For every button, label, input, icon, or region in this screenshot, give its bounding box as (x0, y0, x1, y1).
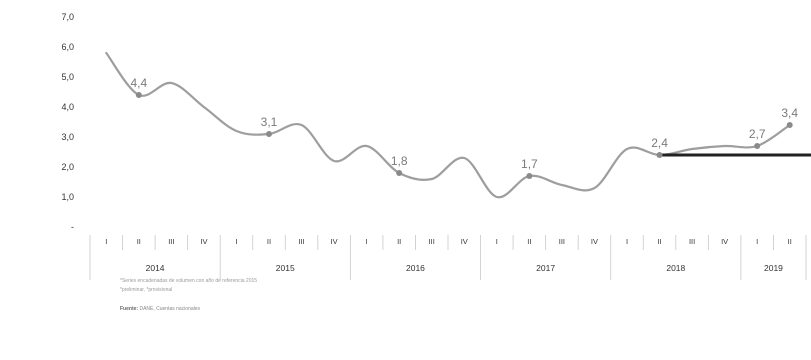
data-label: 1,7 (521, 157, 538, 171)
data-label: 4,4 (130, 76, 147, 90)
y-tick-label: - (71, 222, 74, 232)
data-label: 2,4 (651, 136, 668, 150)
y-tick-label: 3,0 (61, 132, 74, 142)
footnote-preliminary: *preliminar, *provisional (120, 287, 173, 293)
x-tick-quarter: I (105, 237, 107, 246)
x-tick-quarter: II (657, 237, 661, 246)
x-tick-year: 2016 (406, 263, 425, 273)
data-point (396, 170, 403, 176)
x-tick-quarter: I (235, 237, 237, 246)
x-tick-quarter: III (559, 237, 565, 246)
data-labels: 4,4 3,1 1,8 1,7 2,4 2,7 3,4 (130, 76, 798, 171)
x-tick-quarter: I (496, 237, 498, 246)
data-point (526, 173, 533, 179)
series-line (105, 51, 791, 199)
x-tick-quarter: III (298, 237, 304, 246)
data-point (786, 122, 793, 128)
data-point (135, 92, 142, 98)
x-tick-quarter: II (137, 237, 141, 246)
y-tick-label: 6,0 (61, 42, 74, 52)
x-tick-year: 2017 (536, 263, 555, 273)
data-point (754, 143, 761, 149)
y-tick-label: 7,0 (61, 12, 74, 22)
x-axis: I II III IV I II III IV I II III IV I II III IV I II III IV… (89, 235, 807, 280)
x-tick-year: 2015 (276, 263, 295, 273)
footnote-series: *Series encadenadas de volumen con año d… (120, 278, 258, 284)
x-tick-quarter: III (689, 237, 695, 246)
data-label: 3,1 (261, 115, 278, 129)
data-point (266, 131, 272, 137)
x-tick-quarter: IV (721, 237, 728, 246)
data-label: 2,7 (749, 127, 766, 141)
x-tick-quarter: I (756, 237, 758, 246)
source-text: DANE, Cuentas nacionales (138, 306, 201, 312)
source-label: Fuente: (120, 306, 139, 312)
x-tick-quarter: IV (331, 237, 338, 246)
y-tick-label: 1,0 (61, 192, 74, 202)
x-tick-quarter: III (168, 237, 174, 246)
x-tick-quarter: II (267, 237, 271, 246)
x-tick-year: 2018 (666, 263, 685, 273)
x-tick-quarter: II (788, 237, 792, 246)
x-tick-quarter: IV (200, 237, 207, 246)
y-tick-label: 4,0 (61, 102, 74, 112)
x-tick-quarter: IV (461, 237, 468, 246)
data-label: 1,8 (391, 154, 408, 168)
y-tick-label: 5,0 (61, 72, 74, 82)
source-note: Fuente: DANE, Cuentas nacionales (120, 306, 200, 312)
x-tick-quarter: III (429, 237, 435, 246)
data-points (135, 92, 793, 179)
x-tick-quarter: I (626, 237, 628, 246)
x-tick-quarter: IV (591, 237, 598, 246)
data-label: 3,4 (781, 106, 798, 120)
x-tick-quarter: II (397, 237, 401, 246)
x-tick-year: 2019 (764, 263, 783, 273)
x-tick-year: 2014 (146, 263, 165, 273)
x-tick-quarter: II (527, 237, 531, 246)
y-axis-labels: - 1,0 2,0 3,0 4,0 5,0 6,0 7,0 (61, 12, 74, 232)
y-tick-label: 2,0 (61, 162, 74, 172)
x-tick-quarter: I (366, 237, 368, 246)
data-point (656, 152, 663, 158)
